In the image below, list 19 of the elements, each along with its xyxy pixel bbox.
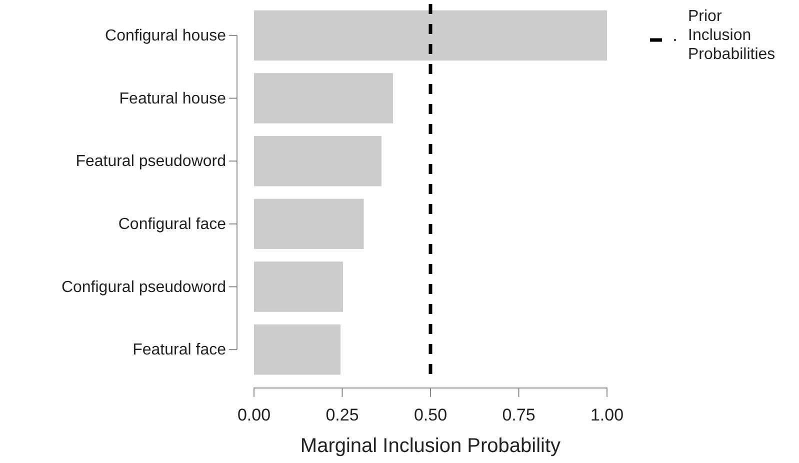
y-tick-label: Featural house: [119, 90, 226, 108]
y-tick-label: Featural pseudoword: [76, 153, 226, 170]
x-tick-label: 0.25: [326, 405, 359, 424]
y-tick-label: Configural face: [118, 216, 226, 234]
bar: [254, 10, 607, 61]
bar: [254, 198, 364, 250]
bar: [254, 73, 394, 124]
x-tick-label: 1.00: [590, 405, 624, 424]
ref-line-label: Prior Inclusion Probabilities: [688, 8, 776, 63]
y-tick-label: Configural pseudoword: [61, 278, 226, 296]
bar: [254, 324, 340, 375]
x-tick-label: 0.00: [237, 405, 271, 424]
y-tick-label: Featural face: [132, 342, 226, 359]
x-tick-label: 0.75: [502, 405, 536, 424]
bar: [254, 262, 343, 312]
x-axis-title: Marginal Inclusion Probability: [300, 435, 561, 457]
bar: [254, 136, 382, 186]
y-tick-label: Configural house: [105, 28, 226, 45]
x-tick-label: 0.50: [414, 405, 448, 424]
